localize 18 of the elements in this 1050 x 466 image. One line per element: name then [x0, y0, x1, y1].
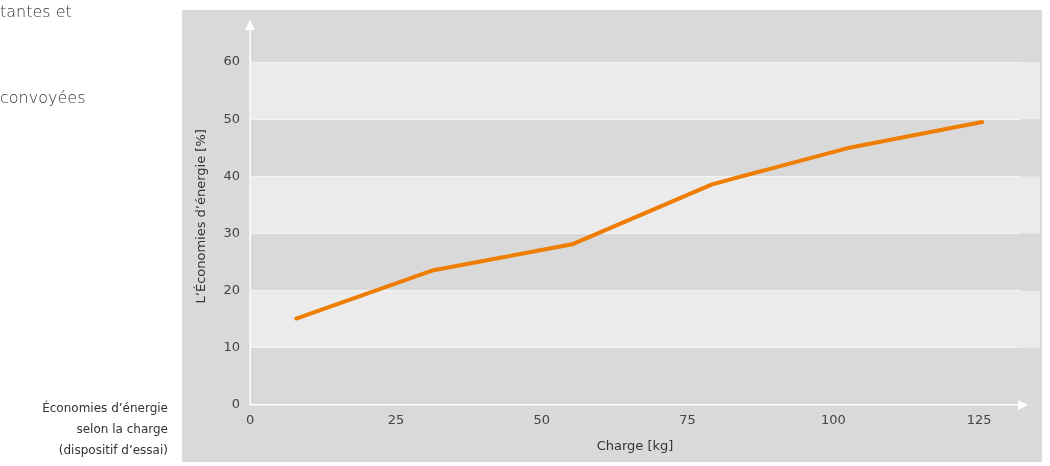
x-tick-label: 0 [246, 411, 255, 427]
x-tick-label: 125 [966, 411, 992, 427]
y-tick-label: 60 [223, 53, 241, 69]
y-tick-label: 10 [223, 339, 241, 355]
y-tick-label: 50 [223, 110, 241, 126]
x-tick-label: 100 [820, 411, 846, 427]
y-axis-title: L’Économies d’énergie [%] [193, 129, 209, 304]
text: convoyées [0, 88, 86, 107]
text: Économies d’énergie selon la charge (dispositif d’essai) [41, 399, 168, 459]
y-tick-label: 40 [223, 167, 241, 183]
x-tick-label: 50 [533, 411, 551, 427]
y-tick-label: 0 [231, 396, 241, 412]
y-tick-label: 30 [223, 224, 241, 240]
text: tantes et [0, 2, 72, 21]
x-tick-label: 75 [679, 411, 696, 427]
y-tick-label: 20 [223, 281, 241, 297]
x-axis-title: Charge [kg] [596, 437, 674, 453]
x-tick-label: 25 [387, 411, 405, 427]
